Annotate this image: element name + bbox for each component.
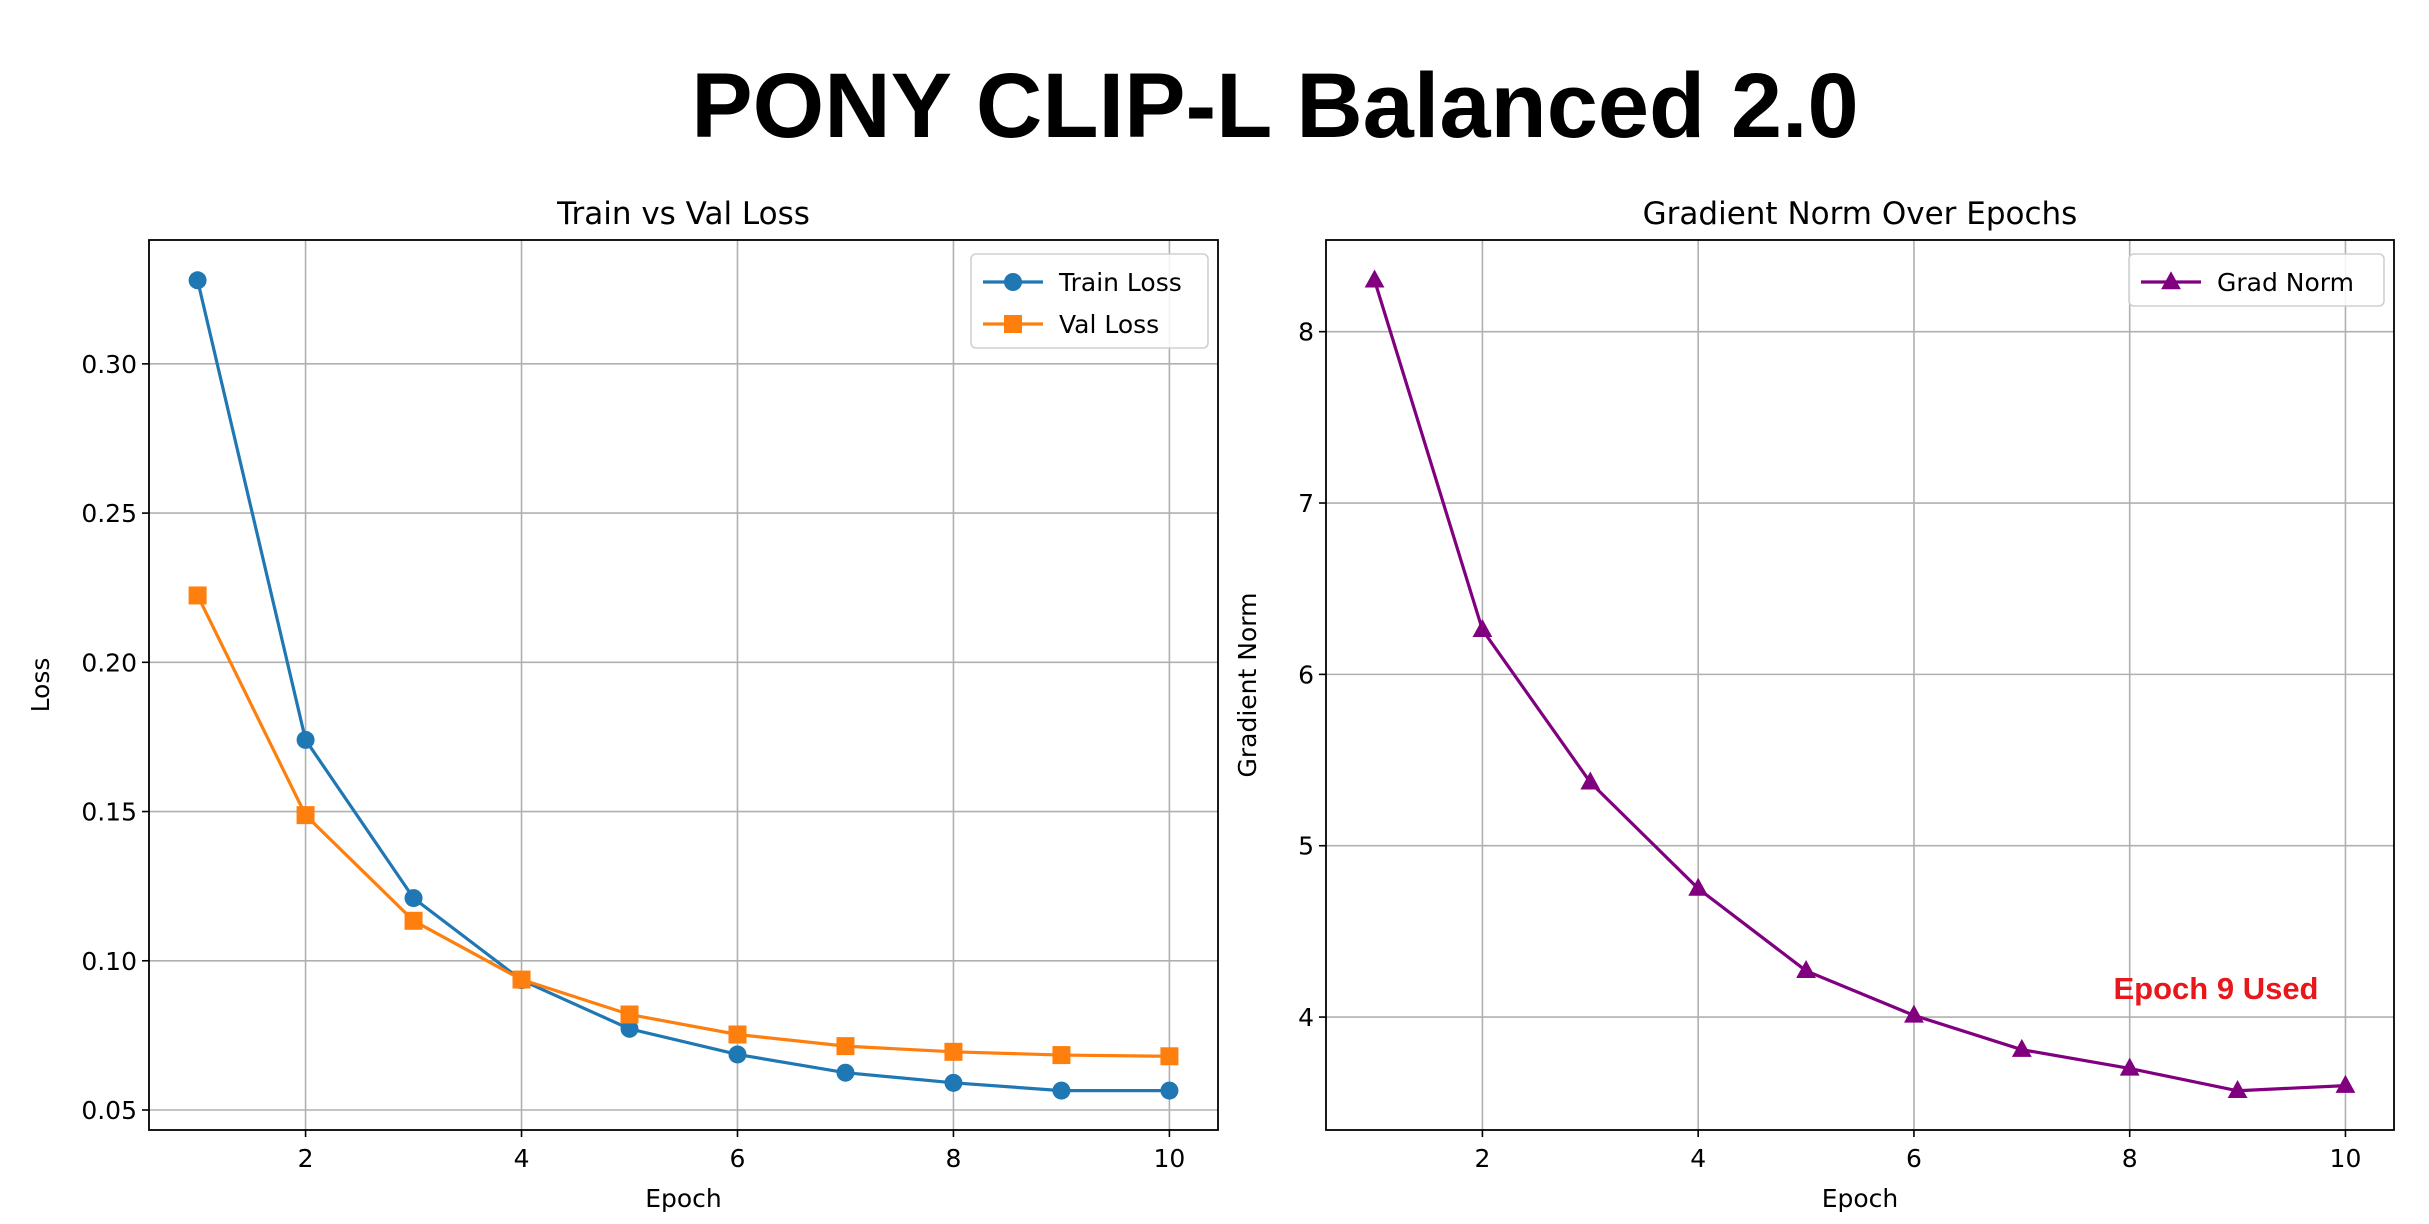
data-point: [404, 911, 423, 930]
data-point: [1580, 771, 1601, 790]
data-point: [2119, 1057, 2140, 1076]
data-point: [1688, 877, 1709, 896]
y-tick-label: 5: [1298, 832, 1314, 861]
data-point: [296, 730, 315, 749]
figure-title: PONY CLIP-L Balanced 2.0: [691, 55, 1858, 157]
data-point: [296, 806, 315, 825]
series-line: [1373, 279, 2346, 1093]
legend: Train Loss Val Loss: [970, 253, 1209, 349]
y-tick-label: 8: [1298, 318, 1314, 347]
x-tick-label: 10: [1154, 1144, 1186, 1173]
y-tick-label: 0.25: [81, 499, 137, 528]
annotation: Epoch 9 Used: [2114, 971, 2319, 1006]
legend-marker: [2161, 271, 2181, 290]
data-point: [728, 1025, 747, 1044]
x-tick-label: 8: [945, 1144, 961, 1173]
x-tick-label: 6: [730, 1144, 746, 1173]
series-line: [196, 594, 1170, 1058]
series-grad-norm: [1364, 269, 2356, 1098]
subplot-2: Gradient Norm Over Epochs 2 4 6 8 10 4 5 6 7 8 Epoc…: [1233, 196, 2395, 1213]
axes-frame: [1325, 239, 2395, 1131]
legend-marker: [1004, 315, 1022, 333]
x-tick-label: 4: [514, 1144, 530, 1173]
x-axis-label: Epoch: [645, 1184, 722, 1213]
data-point: [1160, 1047, 1179, 1066]
data-point: [944, 1042, 963, 1061]
subplot-title: Gradient Norm Over Epochs: [1643, 196, 2078, 232]
data-point: [1052, 1046, 1071, 1065]
data-point: [1796, 960, 1816, 979]
axes-frame: [148, 239, 1219, 1131]
y-tick-label: 0.20: [81, 648, 137, 677]
data-point: [1160, 1081, 1179, 1100]
data-point: [188, 586, 207, 605]
data-point: [944, 1073, 963, 1092]
legend-label: Val Loss: [1059, 310, 1159, 339]
subplot-title: Train vs Val Loss: [556, 196, 810, 232]
data-point: [404, 889, 423, 908]
legend-label: Train Loss: [1058, 268, 1182, 297]
x-tick-label: 8: [2122, 1144, 2138, 1173]
y-axis-label: Gradient Norm: [1233, 593, 1262, 778]
y-tick-label: 6: [1298, 660, 1314, 689]
y-tick-label: 4: [1298, 1003, 1314, 1032]
series-train-loss: [188, 271, 1179, 1100]
x-tick-label: 10: [2330, 1144, 2362, 1173]
x-tick-label: 6: [1906, 1144, 1922, 1173]
data-point: [1472, 619, 1493, 638]
y-tick-label: 0.15: [81, 798, 137, 827]
x-tick-label: 4: [1690, 1144, 1706, 1173]
data-point: [836, 1063, 855, 1082]
data-point: [1364, 269, 1385, 288]
y-tick-label: 0.10: [81, 947, 137, 976]
data-point: [620, 1019, 639, 1038]
series-line: [196, 279, 1170, 1093]
legend-marker: [1004, 273, 1022, 291]
data-point: [620, 1005, 639, 1024]
y-tick-label: 0.05: [81, 1096, 137, 1125]
y-tick-label: 0.30: [81, 350, 137, 379]
y-tick-label: 7: [1298, 489, 1314, 518]
x-tick-label: 2: [298, 1144, 314, 1173]
data-point: [2335, 1074, 2356, 1093]
data-point: [836, 1037, 855, 1056]
x-tick-label: 2: [1474, 1144, 1490, 1173]
x-axis-label: Epoch: [1822, 1184, 1899, 1213]
data-point: [1052, 1081, 1071, 1100]
data-point: [728, 1045, 747, 1064]
y-axis-label: Loss: [26, 658, 55, 713]
series-val-loss: [188, 586, 1179, 1066]
data-point: [2011, 1038, 2032, 1057]
legend: Grad Norm: [2128, 253, 2385, 307]
legend-box: [2128, 253, 2385, 307]
subplot-1: Train vs Val Loss 2 4 6 8 10 0.05 0.10 0.15 0.20 0…: [26, 196, 1219, 1213]
data-point: [512, 970, 531, 989]
legend-label: Grad Norm: [2217, 268, 2354, 297]
data-point: [188, 271, 207, 290]
data-point: [2227, 1079, 2248, 1098]
data-point: [1904, 1004, 1924, 1023]
